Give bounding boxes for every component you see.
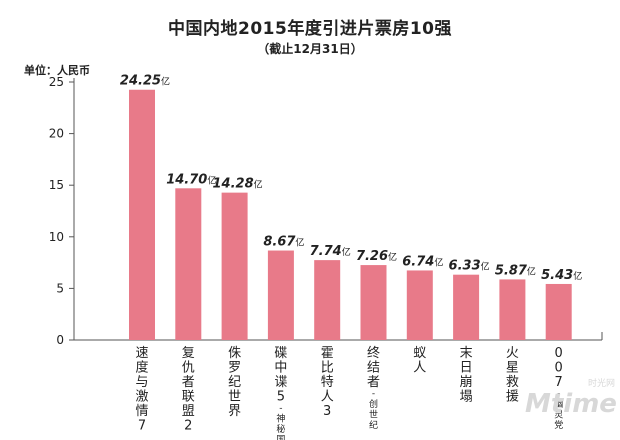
bar bbox=[499, 279, 526, 340]
y-axis-unit-label: 单位：人民币 bbox=[24, 64, 90, 77]
bar-value-label: 7.26亿 bbox=[356, 249, 397, 264]
bar bbox=[360, 265, 387, 340]
x-tick-label: 侏罗纪世界 bbox=[228, 346, 241, 419]
bar-value-label: 5.43亿 bbox=[541, 268, 582, 283]
x-tick-label: 火星救援 bbox=[506, 346, 519, 405]
bar-value-label: 6.74亿 bbox=[402, 254, 443, 269]
x-tick-label: 霍比特人 3 bbox=[321, 346, 334, 419]
bar-value-label: 14.70亿 bbox=[166, 172, 216, 187]
bar bbox=[406, 270, 433, 340]
bar-value-label: 5.87亿 bbox=[495, 263, 536, 278]
bar-value-label: 8.67亿 bbox=[263, 235, 304, 250]
x-tick-sublabel: -创世纪 bbox=[369, 389, 378, 431]
bar bbox=[453, 274, 480, 340]
bar-value-label: 6.33亿 bbox=[449, 259, 490, 274]
bar bbox=[221, 192, 248, 340]
y-tick-label: 10 bbox=[49, 230, 64, 244]
y-tick-label: 0 bbox=[56, 333, 64, 347]
x-tick-label: 速度与激情 7 bbox=[135, 346, 148, 434]
watermark-logo-text: Mtime bbox=[525, 389, 617, 419]
bar-value-label: 14.28亿 bbox=[213, 177, 263, 192]
x-tick-label: 复仇者联盟 2 bbox=[182, 346, 195, 434]
x-tick-label: 蚁人 bbox=[413, 346, 426, 376]
chart-title: 中国内地2015年度引进片票房10强 bbox=[168, 19, 452, 39]
bar-value-label: 24.25亿 bbox=[120, 74, 170, 89]
x-tick-label: 末日崩塌 bbox=[460, 346, 473, 405]
bar bbox=[129, 89, 155, 341]
y-tick-label: 25 bbox=[49, 75, 64, 89]
bar bbox=[545, 283, 572, 340]
bar bbox=[267, 250, 294, 340]
y-tick-label: 20 bbox=[49, 127, 64, 141]
chart-subtitle: （截止12月31日） bbox=[257, 42, 363, 56]
bar bbox=[314, 260, 341, 340]
watermark-top-text: 时光网 bbox=[587, 379, 615, 389]
y-tick-label: 15 bbox=[49, 178, 64, 192]
x-tick-label: 终结者 bbox=[367, 345, 380, 390]
bar-value-label: 7.74亿 bbox=[310, 244, 351, 259]
bar bbox=[175, 188, 202, 340]
x-tick-sublabel: -幽灵党 bbox=[554, 389, 563, 431]
y-tick-label: 5 bbox=[56, 281, 64, 295]
watermark: 时光网 Mtime bbox=[525, 379, 617, 419]
x-tick-label: 碟中谍 5 bbox=[274, 346, 287, 405]
x-tick-sublabel: -神秘国度 bbox=[276, 404, 285, 440]
